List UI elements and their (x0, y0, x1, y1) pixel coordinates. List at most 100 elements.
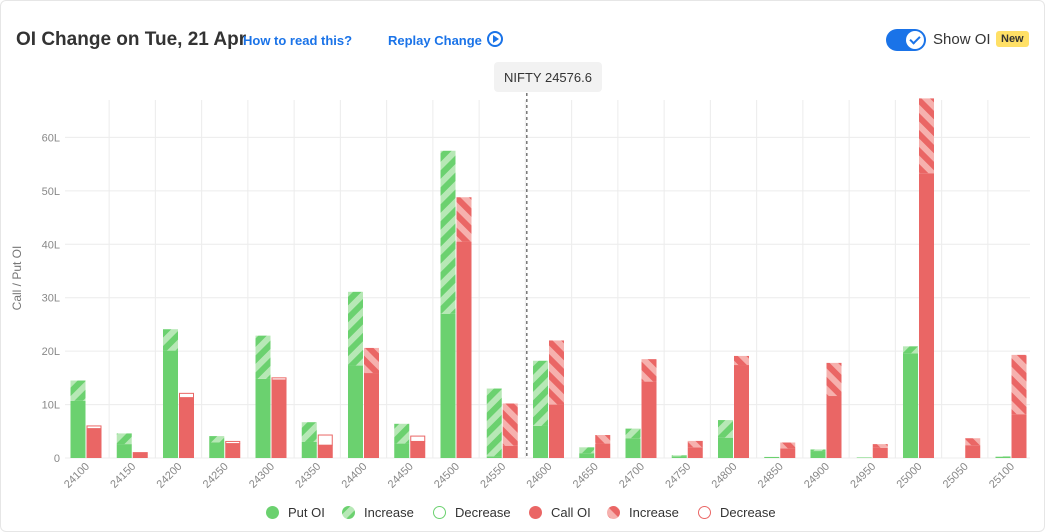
put-increase-bar[interactable] (486, 388, 502, 457)
put-oi-bar[interactable] (903, 353, 918, 458)
put-oi-bar[interactable] (440, 313, 456, 458)
put-oi-bar[interactable] (533, 425, 548, 458)
legend-put-increase[interactable]: Increase (342, 505, 414, 520)
replay-change-link[interactable]: Replay Change (388, 33, 482, 48)
put-oi-bar[interactable] (209, 442, 225, 458)
call-decrease-bar[interactable] (410, 435, 426, 442)
y-tick-label: 10L (42, 400, 60, 412)
call-decrease-bar[interactable] (271, 377, 287, 381)
call-increase-bar[interactable] (549, 340, 564, 405)
put-increase-bar[interactable] (209, 436, 225, 443)
call-oi-bar[interactable] (364, 373, 379, 458)
put-increase-bar[interactable] (903, 346, 918, 354)
call-decrease-bar[interactable] (86, 425, 102, 430)
put-oi-bar[interactable] (116, 444, 132, 458)
x-tick-label: 24550 (478, 461, 508, 491)
y-tick-label: 20L (42, 346, 60, 358)
call-oi-bar[interactable] (317, 445, 333, 458)
call-increase-bar[interactable] (965, 438, 981, 446)
call-decrease-bar[interactable] (317, 434, 333, 446)
show-oi-label: Show OI (933, 31, 991, 48)
put-increase-bar[interactable] (579, 447, 595, 454)
call-oi-bar[interactable] (826, 396, 842, 458)
put-increase-bar[interactable] (671, 455, 687, 457)
put-oi-bar[interactable] (486, 456, 502, 458)
call-oi-bar[interactable] (271, 379, 287, 458)
put-oi-bar[interactable] (579, 453, 595, 458)
call-oi-bar[interactable] (225, 443, 241, 458)
call-increase-bar[interactable] (641, 359, 657, 382)
put-oi-bar[interactable] (764, 456, 780, 458)
call-oi-bar[interactable] (410, 441, 426, 458)
call-oi-bar[interactable] (549, 404, 564, 458)
call-increase-bar[interactable] (687, 440, 703, 448)
put-increase-bar[interactable] (533, 360, 548, 426)
put-oi-bar[interactable] (348, 365, 363, 458)
put-oi-bar[interactable] (301, 441, 317, 458)
how-to-read-link[interactable]: How to read this? (243, 33, 353, 48)
call-increase-bar[interactable] (734, 355, 749, 366)
call-oi-bar[interactable] (965, 445, 981, 458)
call-oi-bar[interactable] (179, 397, 194, 458)
x-tick-label: 24150 (108, 461, 138, 491)
put-oi-bar[interactable] (255, 378, 271, 458)
put-increase-bar[interactable] (394, 423, 410, 444)
x-tick-label: 24400 (340, 461, 370, 491)
call-oi-bar[interactable] (687, 447, 703, 458)
put-increase-bar[interactable] (718, 420, 733, 438)
x-tick-label: 24750 (663, 461, 693, 491)
call-oi-bar[interactable] (595, 443, 611, 458)
call-oi-bar[interactable] (641, 381, 657, 458)
put-increase-bar[interactable] (995, 456, 1011, 457)
call-oi-bar[interactable] (1011, 414, 1027, 458)
put-oi-bar[interactable] (718, 437, 733, 458)
play-circle-icon[interactable] (487, 31, 503, 47)
put-oi-bar[interactable] (995, 456, 1011, 458)
call-increase-bar[interactable] (826, 362, 842, 397)
legend-call-decrease[interactable]: Decrease (698, 505, 776, 520)
put-oi-bar[interactable] (856, 457, 872, 458)
put-increase-bar[interactable] (348, 291, 363, 366)
put-increase-bar[interactable] (255, 335, 271, 379)
call-oi-bar[interactable] (919, 173, 934, 458)
call-increase-bar[interactable] (919, 98, 934, 174)
call-oi-bar[interactable] (780, 448, 796, 458)
call-increase-bar[interactable] (872, 444, 888, 448)
call-oi-bar[interactable] (456, 241, 472, 458)
x-tick-label: 25000 (895, 461, 925, 491)
call-increase-bar[interactable] (364, 347, 379, 374)
put-increase-bar[interactable] (625, 428, 641, 439)
hatched-green-swatch-icon (342, 506, 355, 519)
call-oi-bar[interactable] (502, 445, 518, 458)
put-oi-bar[interactable] (394, 443, 410, 458)
call-increase-bar[interactable] (502, 403, 518, 446)
put-oi-bar[interactable] (671, 456, 687, 458)
call-decrease-bar[interactable] (179, 392, 194, 399)
call-oi-bar[interactable] (872, 447, 888, 458)
call-increase-bar[interactable] (595, 435, 611, 444)
put-oi-bar[interactable] (163, 350, 178, 458)
legend-call-increase[interactable]: Increase (607, 505, 679, 520)
put-increase-bar[interactable] (301, 422, 317, 442)
call-oi-bar[interactable] (132, 452, 148, 458)
legend-put-decrease[interactable]: Decrease (433, 505, 511, 520)
call-increase-bar[interactable] (456, 197, 472, 242)
put-increase-bar[interactable] (70, 380, 86, 401)
put-increase-bar[interactable] (810, 449, 826, 452)
put-oi-bar[interactable] (625, 438, 641, 458)
call-increase-bar[interactable] (780, 442, 796, 449)
legend-call-oi[interactable]: Call OI (529, 505, 591, 520)
put-oi-bar[interactable] (810, 451, 826, 458)
call-decrease-bar[interactable] (225, 440, 241, 445)
show-oi-toggle[interactable] (886, 29, 926, 51)
put-increase-bar[interactable] (163, 329, 178, 351)
put-increase-bar[interactable] (440, 150, 456, 314)
call-oi-bar[interactable] (86, 428, 102, 458)
call-increase-bar[interactable] (1011, 354, 1027, 415)
put-oi-bar[interactable] (70, 400, 86, 458)
legend-put-oi[interactable]: Put OI (266, 505, 325, 520)
oi-change-chart: 0 10L 20L 30L 40L 50L 60L 24100 24150 24200 24250 2… (10, 93, 1030, 491)
put-increase-bar[interactable] (116, 433, 132, 445)
call-oi-bar[interactable] (734, 365, 749, 458)
legend-label: Decrease (455, 505, 511, 520)
